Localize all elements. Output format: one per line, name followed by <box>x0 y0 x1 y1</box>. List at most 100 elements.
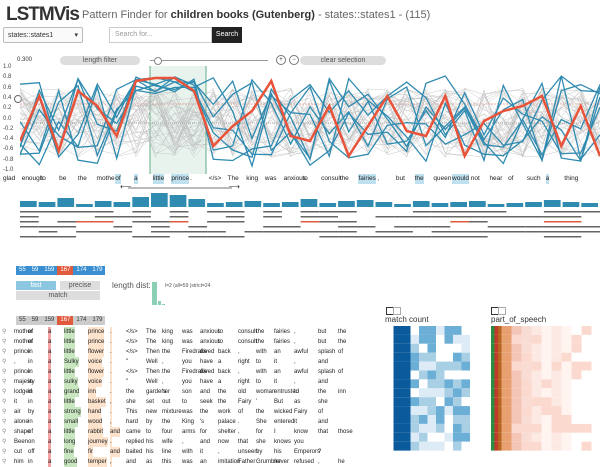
word-token[interactable]: was <box>265 174 277 184</box>
word-token[interactable]: but <box>396 174 405 184</box>
link-icon[interactable]: ⚲ <box>2 337 6 347</box>
word-token[interactable]: little <box>153 174 165 184</box>
table-row[interactable]: ⚲ lodged in a grand inn. the gardener's son and th… <box>2 387 384 397</box>
link-icon[interactable]: ⚲ <box>2 387 6 397</box>
table-row[interactable]: ⚲ air by a strong hand. This new mixture was the wo… <box>2 407 384 417</box>
link-icon[interactable]: ⚲ <box>2 447 6 457</box>
count-chip[interactable]: 55 <box>16 316 29 325</box>
length-slider-handle[interactable] <box>154 57 162 65</box>
zoom-out-icon[interactable]: − <box>289 55 299 65</box>
count-chip[interactable]: 179 <box>89 316 105 325</box>
heat-cell <box>495 371 499 380</box>
word-token[interactable]: to <box>40 174 45 184</box>
word-token[interactable]: would <box>452 174 469 184</box>
word-token[interactable]: . <box>190 174 192 184</box>
link-icon[interactable]: ⚲ <box>2 417 6 427</box>
length-filter-button[interactable]: length filter <box>60 56 140 65</box>
word-token[interactable]: queen <box>433 174 451 184</box>
count-chip[interactable]: 159 <box>41 316 57 325</box>
table-row[interactable]: ⚲ cut off a fine fir and baited his line with it, un… <box>2 447 384 457</box>
search-input[interactable]: Search for... <box>109 27 212 43</box>
heat-cell <box>498 379 502 388</box>
clear-selection-button[interactable]: clear selection <box>300 56 386 65</box>
heat-cell <box>542 433 552 442</box>
table-row[interactable]: ⚲ alone in a small wood, hard by the King 's palace… <box>2 417 384 427</box>
word-token[interactable]: king <box>246 174 258 184</box>
scroll-control[interactable]: ⟵ ⟶ <box>120 184 240 192</box>
table-cell: Well <box>146 357 158 367</box>
count-chip[interactable]: 179 <box>89 266 105 275</box>
count-chip[interactable]: 59 <box>29 316 42 325</box>
count-chip[interactable]: 174 <box>73 316 89 325</box>
heat-cell <box>453 344 462 353</box>
checkbox-icon[interactable] <box>498 307 506 315</box>
word-token[interactable]: the <box>78 174 87 184</box>
table-cell: , <box>318 457 320 467</box>
word-token[interactable]: consult <box>321 174 342 184</box>
heat-cell <box>385 397 394 406</box>
word-token[interactable]: prince <box>171 174 189 184</box>
link-icon[interactable]: ⚲ <box>2 407 6 417</box>
word-token[interactable]: hear <box>489 174 502 184</box>
link-icon[interactable]: ⚲ <box>2 367 6 377</box>
count-chip[interactable]: 55 <box>16 266 29 275</box>
heat-cell <box>562 424 572 433</box>
word-token[interactable]: of <box>508 174 513 184</box>
word-token[interactable]: the <box>340 174 349 184</box>
match-button[interactable]: match <box>16 291 100 300</box>
count-chip[interactable]: 167 <box>57 266 73 275</box>
arrow-left-icon[interactable]: ⟵ <box>120 182 131 191</box>
word-token[interactable]: not <box>471 174 480 184</box>
word-token[interactable]: be <box>59 174 66 184</box>
word-token[interactable]: to <box>302 174 307 184</box>
word-token[interactable]: a <box>134 174 138 184</box>
table-row[interactable]: ⚲ shape of a little rabbit and came to four arms fo… <box>2 427 384 437</box>
link-icon[interactable]: ⚲ <box>2 457 6 467</box>
word-token[interactable]: thing <box>564 174 578 184</box>
y-tick: -0.6 <box>3 146 13 152</box>
checkbox-icon[interactable] <box>393 307 401 315</box>
table-row[interactable]: ⚲ him in a good temper, and as this was an imitatio… <box>2 457 384 467</box>
table-cell: alone <box>14 417 29 427</box>
word-token[interactable]: the <box>415 174 424 184</box>
count-chip[interactable]: 159 <box>41 266 57 275</box>
heat-cell <box>491 406 495 415</box>
table-row[interactable]: ⚲ mother of a little prince. </s> The king was anx… <box>2 327 384 337</box>
search-button[interactable]: Search <box>212 27 242 43</box>
link-icon[interactable]: ⚲ <box>2 437 6 447</box>
table-cell: seek <box>200 397 213 407</box>
word-token[interactable]: mother <box>97 174 117 184</box>
precise-button[interactable]: precise <box>60 281 100 290</box>
count-chip[interactable]: 167 <box>57 316 73 325</box>
link-icon[interactable]: ⚲ <box>2 347 6 357</box>
link-icon[interactable]: ⚲ <box>2 357 6 367</box>
link-icon[interactable]: ⚲ <box>2 397 6 407</box>
table-row[interactable]: ⚲ majesty in a sulky voice. " Well, you have a righ… <box>2 377 384 387</box>
table-row[interactable]: ⚲ mother of a little prince. </s> The king was anx… <box>2 337 384 347</box>
table-row[interactable]: ⚲, in a Sulky voice. " Well, you have a right to it,… <box>2 357 384 367</box>
heat-cell <box>542 388 552 397</box>
word-token[interactable]: fairies <box>358 174 375 184</box>
table-row[interactable]: ⚲ prince in a little flower. </s> Then the Firedr… <box>2 347 384 357</box>
state-select[interactable]: states::states1 ▾ <box>3 27 83 43</box>
table-row[interactable]: ⚲ prince in a little flower. </s> Then the Firedr… <box>2 367 384 377</box>
table-cell: a <box>48 417 51 427</box>
word-token[interactable]: , <box>377 174 379 184</box>
table-row[interactable]: ⚲ it in a little basket, she set out to seek the Fai… <box>2 397 384 407</box>
count-chip[interactable]: 59 <box>29 266 42 275</box>
table-row[interactable]: ⚲ Been on a long journey. replied his wife, and no… <box>2 437 384 447</box>
arrow-right-icon[interactable]: ⟶ <box>229 182 240 191</box>
zoom-in-icon[interactable]: + <box>276 55 286 65</box>
word-token[interactable]: glad <box>3 174 15 184</box>
link-icon[interactable]: ⚲ <box>2 427 6 437</box>
length-slider-track[interactable] <box>150 60 268 61</box>
heat-cell <box>552 335 562 344</box>
word-token[interactable]: such <box>527 174 541 184</box>
heat-cell <box>552 442 562 451</box>
count-chip[interactable]: 174 <box>73 266 89 275</box>
word-token[interactable]: a <box>546 174 550 184</box>
fast-button[interactable]: fast <box>16 281 56 290</box>
link-icon[interactable]: ⚲ <box>2 327 6 337</box>
link-icon[interactable]: ⚲ <box>2 377 6 387</box>
word-token[interactable]: </s> <box>209 174 222 184</box>
